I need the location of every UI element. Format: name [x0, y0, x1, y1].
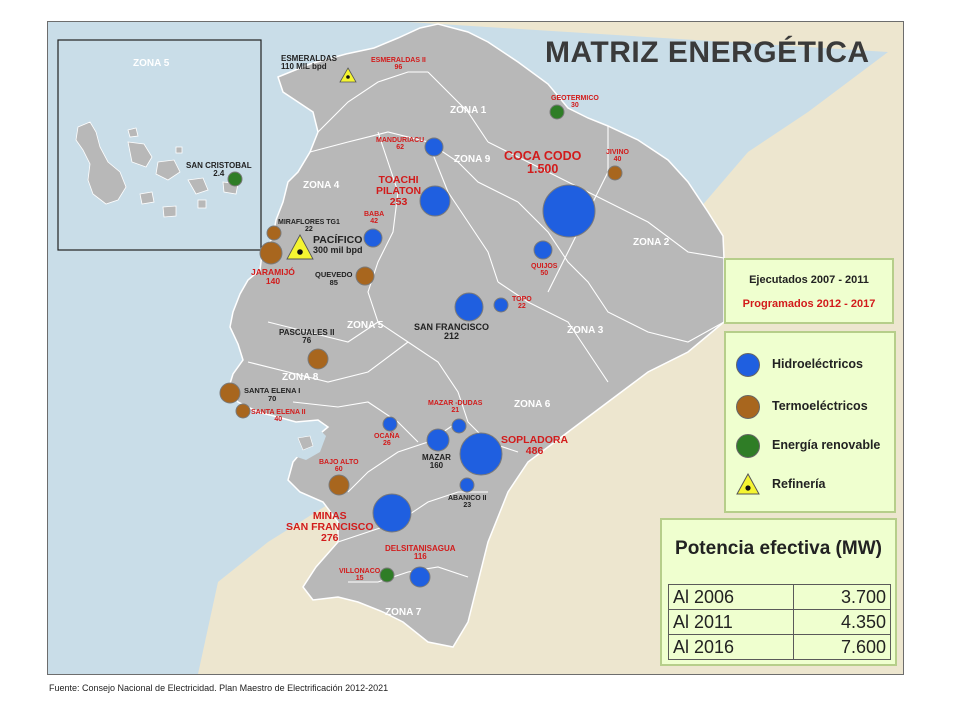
manduriacu-label: MANDURIACU 62	[376, 137, 425, 152]
zone-label: ZONA 1	[450, 105, 487, 116]
coca-codo-label: COCA CODO 1.500	[504, 149, 582, 177]
ecuador-mainland	[227, 23, 725, 648]
mazar-dudas-marker	[451, 418, 467, 434]
zone-label: ZONA 6	[514, 399, 551, 410]
pacifico-refinery-marker	[286, 234, 314, 260]
legend-item-hydro: Hidroeléctricos	[736, 353, 896, 377]
miraflores-marker	[266, 225, 282, 241]
geotermico-marker	[549, 104, 565, 120]
thermal-swatch-icon	[736, 395, 760, 419]
baba-marker	[363, 228, 383, 248]
year-cell: Al 2016	[667, 634, 795, 660]
mazar-marker	[426, 428, 450, 452]
esmeraldas-ii-label: ESMERALDAS II 96	[371, 57, 426, 72]
pacifico-label: PACÍFICO 300 mil bpd	[313, 234, 363, 256]
jivino-marker	[607, 165, 623, 181]
minas-marker	[372, 493, 412, 533]
energy-map: MATRIZ ENERGÉTICA ZONA 5 ZONA 1 ZONA 2 Z…	[47, 21, 904, 675]
sopladora-marker	[459, 432, 503, 476]
zone-label: ZONA 2	[633, 237, 670, 248]
santa-elena-ii-label: SANTA ELENA II 40	[251, 409, 306, 424]
coca-codo-marker	[542, 184, 596, 238]
quevedo-marker	[355, 266, 375, 286]
zone-label: ZONA 3	[567, 325, 604, 336]
puna-island	[297, 435, 314, 451]
quevedo-label: QUEVEDO 85	[315, 270, 353, 287]
zone-label: ZONA 9	[454, 154, 491, 165]
zone-label: ZONA 7	[385, 607, 422, 618]
status-legend: Ejecutados 2007 - 2011 Programados 2012 …	[724, 258, 894, 324]
plant-markers	[219, 104, 623, 588]
manduriacu-marker	[424, 137, 444, 157]
jaramijo-label: JARAMIJÓ 140	[251, 267, 295, 286]
zone-label: ZONA 4	[303, 180, 340, 191]
delsitanisagua-label: DELSITANISAGUA 116	[385, 544, 456, 562]
refinery-markers	[286, 67, 357, 260]
toachi-label: TOACHI PILATON 253	[376, 174, 422, 209]
san-francisco-marker	[454, 292, 484, 322]
table-row: Al 2011 4.350	[667, 609, 891, 635]
table-row: Al 2006 3.700	[667, 584, 891, 610]
esmeraldas-refinery-marker	[339, 67, 357, 83]
legend-planned: Programados 2012 - 2017	[742, 298, 876, 310]
santa-elena-i-label: SANTA ELENA I 70	[244, 386, 301, 403]
bajo-alto-marker	[328, 474, 350, 496]
sopladora-label: SOPLADORA 486	[501, 434, 569, 458]
map-title: MATRIZ ENERGÉTICA	[545, 36, 870, 69]
delsitanisagua-marker	[409, 566, 431, 588]
bajo-alto-label: BAJO ALTO 60	[319, 459, 359, 474]
villonaco-label: VILLONACO 15	[339, 568, 381, 583]
san-cristobal-label: SAN CRISTOBAL 2.4	[186, 161, 252, 179]
mazar-label: MAZAR 160	[422, 453, 451, 471]
villonaco-marker	[379, 567, 395, 583]
topo-marker	[493, 297, 509, 313]
refinery-triangle-icon	[736, 473, 760, 495]
pascuales-label: PASCUALES II 76	[279, 328, 335, 346]
ocana-marker	[382, 416, 398, 432]
santa-elena-i-marker	[219, 382, 241, 404]
capacity-table-header: Potencia efectiva (MW)	[675, 538, 882, 559]
jaramijo-marker	[259, 241, 283, 265]
galapagos-islands	[75, 121, 239, 218]
renewable-swatch-icon	[736, 434, 760, 458]
geotermico-label: GEOTERMICO 30	[551, 95, 599, 110]
zone-label: ZONA 5	[347, 320, 384, 331]
santa-elena-ii-marker	[235, 403, 251, 419]
miraflores-label: MIRAFLORES TG1 22	[278, 219, 340, 234]
source-caption: Fuente: Consejo Nacional de Electricidad…	[49, 683, 389, 693]
value-cell: 3.700	[793, 584, 891, 610]
pascuales-marker	[307, 348, 329, 370]
legend-item-renewable: Energía renovable	[736, 434, 896, 458]
abanico-marker	[459, 477, 475, 493]
quijos-marker	[533, 240, 553, 260]
esmeraldas-label: ESMERALDAS 110 MIL bpd	[281, 54, 338, 72]
quijos-label: QUIJOS 50	[531, 263, 558, 278]
legend-executed: Ejecutados 2007 - 2011	[749, 274, 869, 286]
hydro-swatch-icon	[736, 353, 760, 377]
topo-label: TOPO 22	[512, 296, 532, 311]
zone-label: ZONA 5	[133, 58, 170, 69]
capacity-table: Potencia efectiva (MW) Al 2006 3.700 Al …	[660, 518, 897, 666]
mazar-dudas-label: MAZAR -DUDAS 21	[428, 400, 483, 415]
legend-item-thermal: Termoeléctricos	[736, 395, 896, 419]
legend-item-refinery: Refinería	[736, 473, 896, 497]
type-legend: Hidroeléctricos Termoeléctricos Energía …	[724, 331, 896, 513]
san-francisco-label: SAN FRANCISCO 212	[414, 322, 490, 342]
table-row: Al 2016 7.600	[667, 634, 891, 660]
value-cell: 4.350	[793, 609, 891, 635]
ocana-label: OCAÑA 26	[374, 433, 400, 448]
zone-label: ZONA 8	[282, 372, 319, 383]
abanico-label: ABANICO II 23	[448, 495, 487, 510]
san-cristobal-marker	[227, 171, 243, 187]
year-cell: Al 2011	[667, 609, 795, 635]
jivino-label: JIVINO 40	[606, 149, 629, 164]
capacity-table-grid: Al 2006 3.700 Al 2011 4.350 Al 2016 7.60…	[667, 584, 891, 660]
baba-label: BABA 42	[364, 211, 385, 226]
toachi-marker	[419, 185, 451, 217]
minas-label: MINAS SAN FRANCISCO 276	[286, 510, 374, 545]
value-cell: 7.600	[793, 634, 891, 660]
year-cell: Al 2006	[667, 584, 795, 610]
